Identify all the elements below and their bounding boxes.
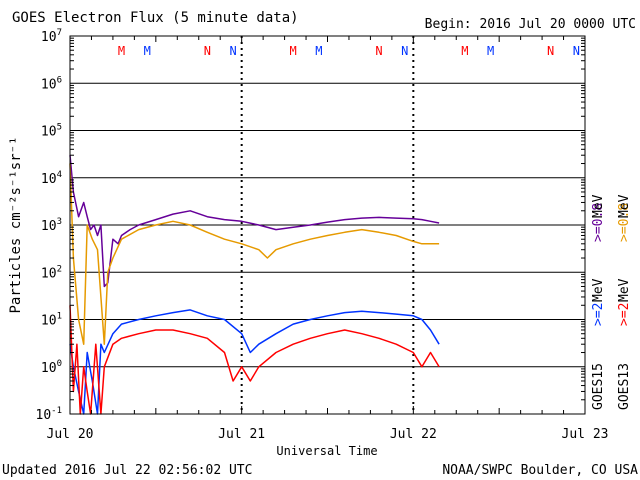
legend-label-08mev: >=0.8 — [591, 203, 606, 242]
credit: NOAA/SWPC Boulder, CO USA — [442, 463, 638, 478]
y-tick-label: 101 — [41, 312, 62, 329]
mn-marker: N — [375, 44, 382, 58]
x-axis-label: Universal Time — [276, 444, 377, 458]
mn-marker: M — [487, 44, 494, 58]
y-tick-label: 102 — [41, 264, 62, 281]
y-tick-exponent: 6 — [57, 75, 62, 85]
legend-label-08mev: >=0.8 — [617, 203, 632, 242]
mn-marker: N — [229, 44, 236, 58]
grid — [70, 36, 585, 414]
chart-title: GOES Electron Flux (5 minute data) — [12, 10, 299, 26]
y-tick-exponent: 7 — [57, 28, 62, 38]
x-tick-label: Jul 22 — [390, 427, 437, 442]
y-tick-base: 10 — [41, 30, 57, 45]
y-tick-exponent: 5 — [57, 123, 62, 133]
y-tick-exponent: 0 — [57, 359, 62, 369]
y-axis-label: Particles cm⁻²s⁻¹sr⁻¹ — [8, 136, 24, 313]
legend-unit: MeV — [591, 194, 606, 218]
y-tick-label: 10-1 — [36, 406, 63, 423]
x-tick-label: Jul 23 — [562, 427, 609, 442]
legend-column: GOES15 >=2 >=0.8 — [591, 203, 606, 410]
begin-time: Begin: 2016 Jul 20 0000 UTC — [425, 17, 636, 32]
series-line — [69, 309, 440, 415]
y-tick-base: 10 — [41, 266, 57, 281]
y-tick-base: 10 — [41, 77, 57, 92]
x-tick-label: Jul 20 — [47, 427, 94, 442]
y-tick-label: 104 — [41, 170, 62, 187]
y-tick-exponent: 2 — [57, 264, 62, 274]
y-tick-base: 10 — [36, 408, 52, 423]
legend-unit: MeV — [617, 278, 632, 302]
mn-marker: N — [547, 44, 554, 58]
legend-unit: MeV — [617, 194, 632, 218]
y-tick-label: 106 — [41, 75, 62, 92]
y-tick-exponent: -1 — [51, 406, 62, 416]
legend-satellite: GOES15 — [591, 363, 606, 410]
mn-marker: M — [461, 44, 468, 58]
y-tick-base: 10 — [41, 219, 57, 234]
legend-unit: MeV — [591, 278, 606, 302]
legend-satellite: GOES13 — [617, 363, 632, 410]
y-tick-base: 10 — [41, 361, 57, 376]
y-tick-label: 100 — [41, 359, 62, 376]
series-line — [69, 163, 440, 345]
legend-label-2mev: >=2 — [591, 303, 606, 326]
y-tick-base: 10 — [41, 125, 57, 140]
y-tick-base: 10 — [41, 172, 57, 187]
y-tick-label: 105 — [41, 123, 62, 140]
legend-label-2mev: >=2 — [617, 303, 632, 326]
x-tick-label: Jul 21 — [218, 427, 265, 442]
y-tick-base: 10 — [41, 314, 57, 329]
mn-marker: N — [573, 44, 580, 58]
mn-marker: M — [315, 44, 322, 58]
series-group — [69, 155, 440, 415]
mn-marker: N — [401, 44, 408, 58]
plot-frame — [69, 35, 586, 415]
series-line — [69, 305, 440, 415]
mn-marker: M — [118, 44, 125, 58]
mn-marker: M — [290, 44, 297, 58]
y-tick-exponent: 4 — [57, 170, 62, 180]
mn-marker: M — [144, 44, 151, 58]
updated-time: Updated 2016 Jul 22 02:56:02 UTC — [2, 463, 252, 478]
y-tick-exponent: 3 — [57, 217, 62, 227]
series-line — [69, 155, 440, 288]
legend-column: GOES13 >=2 >=0.8 — [617, 203, 632, 410]
y-tick-label: 107 — [41, 28, 62, 45]
mn-marker: N — [204, 44, 211, 58]
y-tick-exponent: 1 — [57, 312, 62, 322]
y-tick-label: 103 — [41, 217, 62, 234]
